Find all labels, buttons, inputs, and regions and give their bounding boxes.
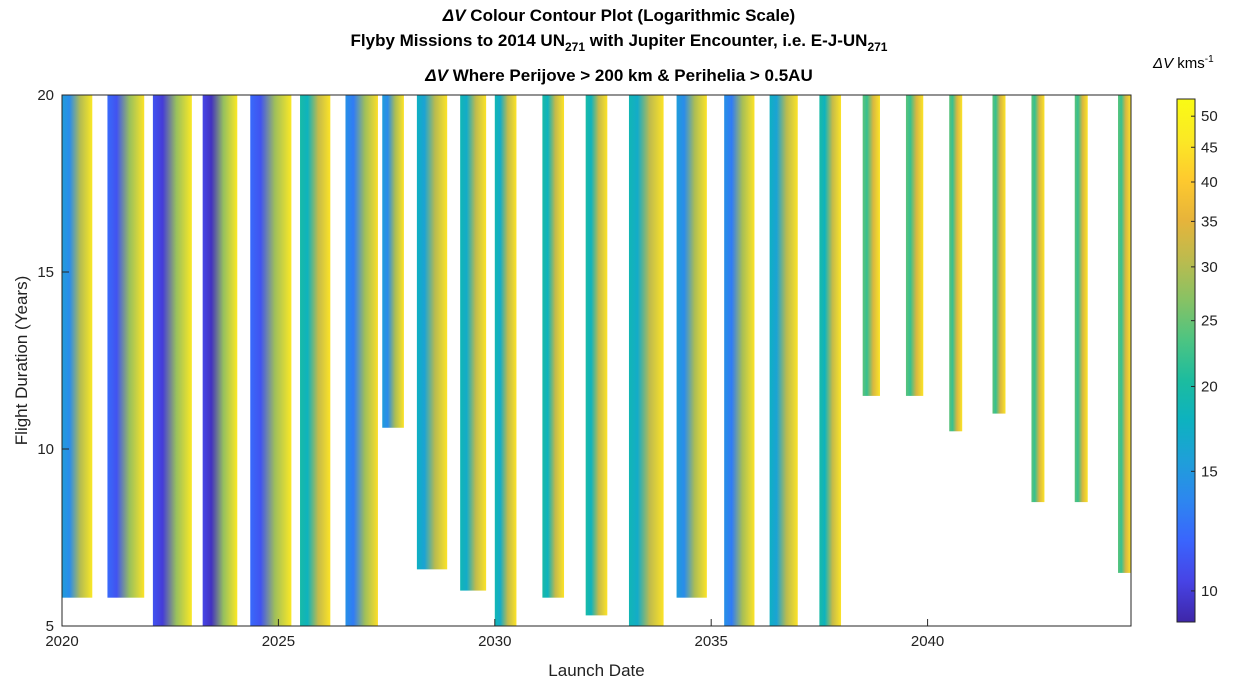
- axes-frame: [61, 94, 1132, 627]
- delta-v-symbol-2: ΔV: [425, 66, 448, 85]
- contour-band: [1074, 95, 1088, 503]
- axes: 2020 2025 2030 2035 2040 5 10 15 20 Launch Date Fl…: [12, 87, 1132, 680]
- colorbar-tick-label: 40: [1201, 174, 1218, 191]
- contour-band: [107, 95, 145, 598]
- contour-band: [250, 95, 292, 626]
- contour-band: [992, 95, 1006, 414]
- colorbar: 10 15 20 25 30 35 40 45 50: [1176, 98, 1218, 623]
- plot-area: [62, 95, 1131, 626]
- contour-band: [724, 95, 755, 626]
- y-tick-label: 5: [46, 618, 54, 635]
- subtitle-subscript: 271: [564, 40, 585, 54]
- contour-band: [300, 95, 331, 626]
- contour-band: [152, 95, 192, 626]
- colorbar-tick-label: 30: [1201, 259, 1218, 276]
- subtitle-mid: with Jupiter Encounter, i.e. E-J-UN: [585, 31, 868, 50]
- colorbar-tick-label: 45: [1201, 139, 1218, 156]
- contour-band: [460, 95, 487, 591]
- contour-band: [676, 95, 707, 598]
- chart-condition-title: ΔV Where Perijove > 200 km & Perihelia >…: [0, 66, 1238, 86]
- contour-band: [905, 95, 924, 396]
- chart-title-text: Colour Contour Plot (Logarithmic Scale): [465, 6, 796, 25]
- contour-band: [819, 95, 842, 626]
- colorbar-gradient: [1176, 98, 1196, 623]
- x-tick-label: 2025: [262, 633, 295, 650]
- x-tick-label: 2020: [45, 633, 78, 650]
- chart-subtitle: Flyby Missions to 2014 UN271 with Jupite…: [0, 31, 1238, 54]
- subtitle-subscript-2: 271: [867, 40, 888, 54]
- condition-text: Where Perijove > 200 km & Perihelia > 0.…: [448, 66, 813, 85]
- contour-band: [416, 95, 448, 570]
- contour-band: [1031, 95, 1045, 503]
- colorbar-unit-exponent: -1: [1204, 54, 1214, 65]
- contour-band: [345, 95, 378, 626]
- subtitle-pre: Flyby Missions to 2014 UN: [350, 31, 565, 50]
- colorbar-tick-label: 15: [1201, 463, 1218, 480]
- colorbar-title: ΔV kms-1: [1153, 54, 1214, 72]
- colorbar-tick-label: 50: [1201, 108, 1218, 125]
- contour-band: [769, 95, 798, 626]
- chart-title: ΔV Colour Contour Plot (Logarithmic Scal…: [0, 6, 1238, 26]
- colorbar-unit: kms: [1173, 55, 1205, 72]
- delta-v-symbol: ΔV: [442, 6, 466, 25]
- contour-band: [949, 95, 963, 432]
- y-tick-label: 15: [37, 264, 54, 281]
- y-tick-label: 20: [37, 87, 54, 104]
- contour-band: [628, 95, 664, 626]
- contour-band: [1118, 95, 1131, 573]
- x-tick-label: 2035: [695, 633, 728, 650]
- colorbar-tick-label: 20: [1201, 378, 1218, 395]
- contour-band: [62, 95, 93, 598]
- contour-band: [202, 95, 238, 626]
- colorbar-symbol: ΔV: [1153, 55, 1174, 72]
- contour-band: [542, 95, 565, 598]
- x-tick-label: 2030: [478, 633, 511, 650]
- x-tick-label: 2040: [911, 633, 944, 650]
- colorbar-tick-label: 35: [1201, 213, 1218, 230]
- contour-band: [382, 95, 404, 428]
- y-tick-label: 10: [37, 441, 54, 458]
- contour-band: [494, 95, 517, 626]
- contour-band: [862, 95, 880, 396]
- contour-band: [585, 95, 608, 616]
- x-axis-label: Launch Date: [548, 661, 644, 680]
- colorbar-tick-label: 10: [1201, 583, 1218, 600]
- y-axis-label: Flight Duration (Years): [12, 276, 31, 445]
- colorbar-tick-label: 25: [1201, 313, 1218, 330]
